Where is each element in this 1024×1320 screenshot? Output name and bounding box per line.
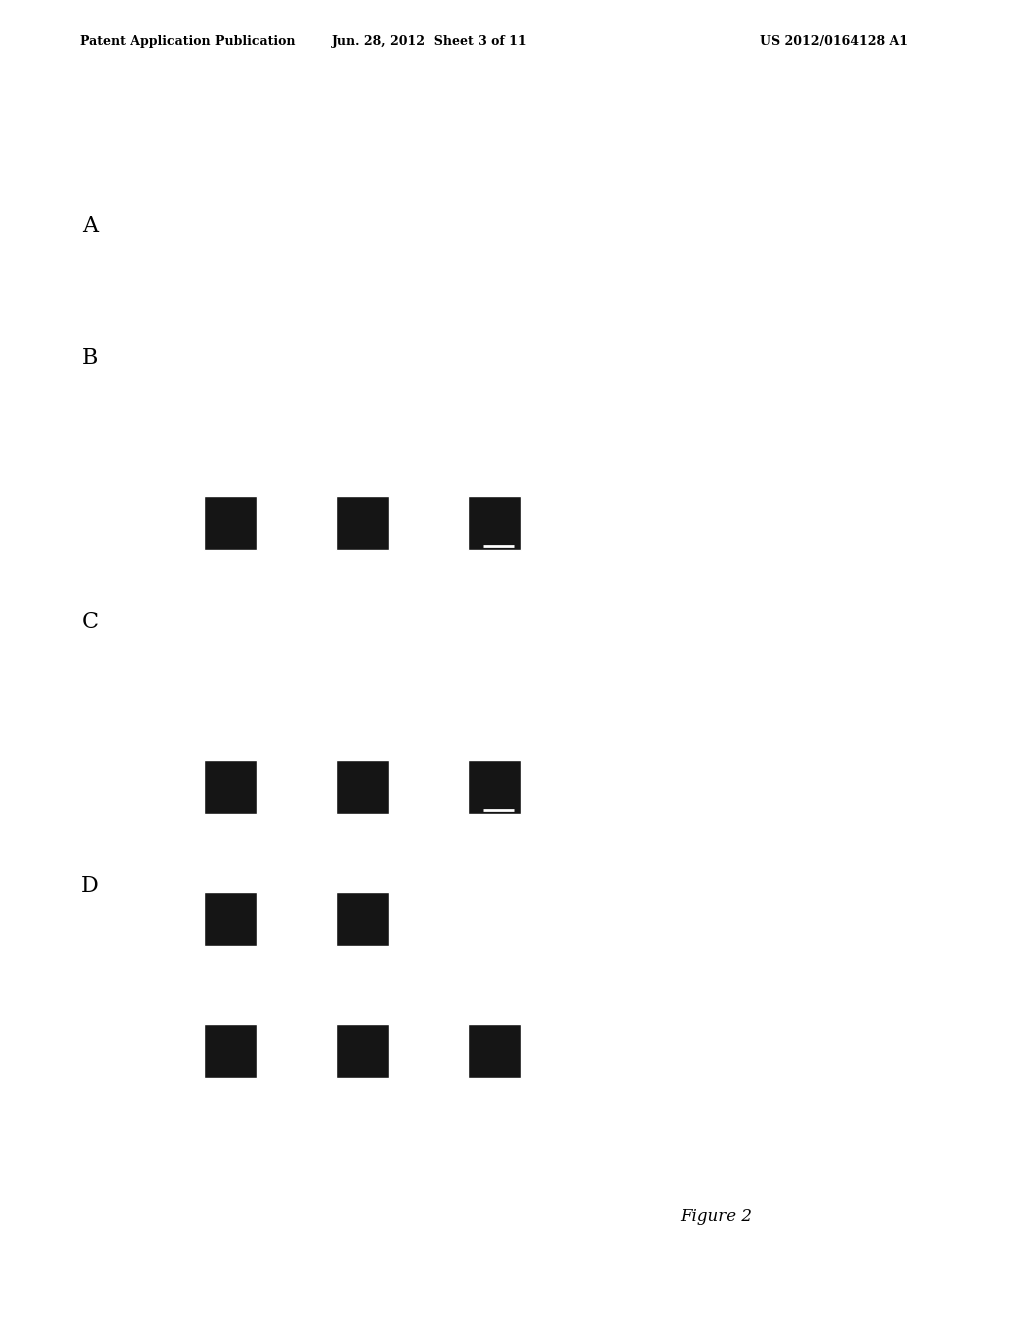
Text: RFP-Ub-Q16: RFP-Ub-Q16 (268, 298, 327, 308)
Text: US 2012/0164128 A1: US 2012/0164128 A1 (760, 36, 908, 49)
Text: A: A (82, 215, 98, 238)
Text: Patent Application Publication: Patent Application Publication (80, 36, 296, 49)
Text: RFP-Ub-Q112: RFP-Ub-Q112 (268, 694, 333, 704)
Text: RFP-Ub-Q112: RFP-Ub-Q112 (268, 166, 333, 176)
Text: GFP-Ub-Q112: GFP-Ub-Q112 (136, 826, 201, 836)
Bar (204, 1024, 257, 1078)
Text: LMP2-GFP: LMP2-GFP (136, 430, 183, 440)
Bar (204, 496, 257, 550)
Bar (336, 1024, 389, 1078)
Text: B: B (82, 347, 98, 370)
Bar (336, 892, 389, 946)
Text: LMP2-GFP: LMP2-GFP (136, 298, 183, 308)
Bar (204, 892, 257, 946)
Text: D: D (81, 875, 99, 898)
Text: C: C (82, 611, 98, 634)
Bar (204, 760, 257, 814)
Text: Figure 2: Figure 2 (680, 1208, 752, 1225)
Text: Hsp70 (A633-Ab): Hsp70 (A633-Ab) (399, 958, 488, 968)
Text: RFP-Ub-Q112: RFP-Ub-Q112 (268, 430, 333, 440)
Text: Hsp70 (A633-Ab): Hsp70 (A633-Ab) (399, 826, 488, 836)
Text: RFP-Ub-Q16: RFP-Ub-Q16 (268, 562, 327, 572)
Text: merged: merged (399, 166, 435, 176)
Text: Httex1-
Q103-GFP: Httex1- Q103-GFP (136, 958, 183, 979)
Bar (468, 760, 521, 814)
Text: Jun. 28, 2012  Sheet 3 of 11: Jun. 28, 2012 Sheet 3 of 11 (332, 36, 527, 49)
Bar (336, 496, 389, 550)
Bar (468, 1024, 521, 1078)
Text: β7-RFP: β7-RFP (268, 958, 303, 968)
Bar (468, 496, 521, 550)
Text: Hsp70-GFP: Hsp70-GFP (136, 694, 188, 704)
Text: Hsp70-GFP: Hsp70-GFP (136, 562, 188, 572)
Bar (336, 760, 389, 814)
Text: GFP-Ub: GFP-Ub (136, 166, 171, 176)
Text: β7-RFP: β7-RFP (268, 826, 303, 836)
